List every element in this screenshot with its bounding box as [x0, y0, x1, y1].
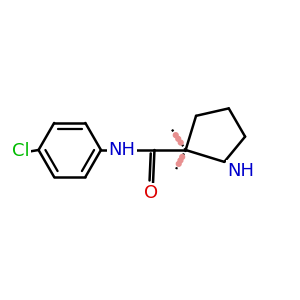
- Circle shape: [178, 140, 183, 145]
- Circle shape: [176, 161, 181, 166]
- Circle shape: [180, 154, 184, 159]
- Circle shape: [178, 158, 183, 163]
- Text: NH: NH: [227, 162, 254, 180]
- Text: Cl: Cl: [12, 142, 29, 160]
- Text: O: O: [144, 184, 158, 202]
- Text: NH: NH: [108, 141, 135, 159]
- Circle shape: [173, 133, 178, 137]
- Circle shape: [176, 136, 181, 141]
